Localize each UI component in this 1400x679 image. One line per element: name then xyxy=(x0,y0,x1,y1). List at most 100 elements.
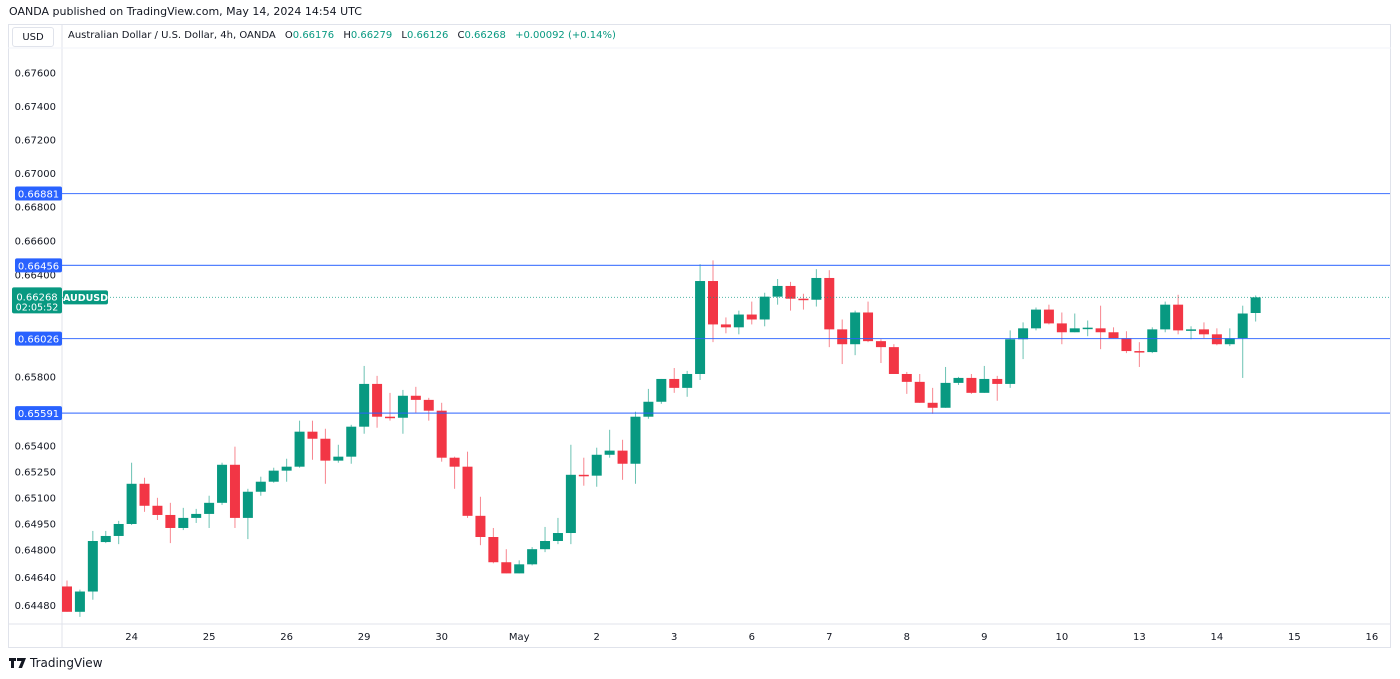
candle-bullish[interactable] xyxy=(850,310,861,356)
candle-bullish[interactable] xyxy=(591,447,602,487)
candle-bullish[interactable] xyxy=(191,508,202,523)
candle-bearish[interactable] xyxy=(1211,328,1222,346)
candle-bullish[interactable] xyxy=(1237,305,1248,378)
candle-bullish[interactable] xyxy=(1250,295,1261,322)
candle-bullish[interactable] xyxy=(682,370,693,397)
candle-bearish[interactable] xyxy=(307,420,318,460)
candle-bullish[interactable] xyxy=(540,526,551,553)
candle-bullish[interactable] xyxy=(242,488,253,540)
candle-bullish[interactable] xyxy=(953,376,964,385)
candle-bearish[interactable] xyxy=(992,375,1003,401)
publisher-caption: OANDA published on TradingView.com, May … xyxy=(9,5,362,18)
candle-bearish[interactable] xyxy=(462,451,473,518)
candle-bullish[interactable] xyxy=(604,429,615,458)
candle-bearish[interactable] xyxy=(901,371,912,394)
candle-body xyxy=(591,454,602,476)
candle-bullish[interactable] xyxy=(695,264,706,380)
candle-bullish[interactable] xyxy=(1031,307,1041,331)
candle-bearish[interactable] xyxy=(165,502,176,544)
candle-bearish[interactable] xyxy=(888,344,899,374)
candle-bearish[interactable] xyxy=(914,373,925,403)
candle-bullish[interactable] xyxy=(346,424,357,464)
candle-bearish[interactable] xyxy=(966,373,977,394)
candle-bearish[interactable] xyxy=(1198,322,1209,339)
candle-bearish[interactable] xyxy=(320,428,331,484)
candle-bearish[interactable] xyxy=(436,402,447,462)
candle-bearish[interactable] xyxy=(875,339,886,364)
candle-bullish[interactable] xyxy=(1082,320,1093,337)
candle-bearish[interactable] xyxy=(1173,294,1184,335)
candle-bearish[interactable] xyxy=(708,260,718,343)
candle-bearish[interactable] xyxy=(1056,312,1067,345)
candle-bearish[interactable] xyxy=(229,446,240,528)
candle-bullish[interactable] xyxy=(74,589,85,617)
candle-bullish[interactable] xyxy=(940,366,951,408)
candle-bearish[interactable] xyxy=(488,527,499,564)
candle-bullish[interactable] xyxy=(643,388,654,419)
candle-bearish[interactable] xyxy=(720,317,731,334)
candle-bearish[interactable] xyxy=(1121,331,1132,354)
candle-bullish[interactable] xyxy=(87,530,98,600)
candle-bullish[interactable] xyxy=(359,365,370,434)
candle-bearish[interactable] xyxy=(798,293,809,310)
candle-bullish[interactable] xyxy=(565,444,576,545)
candle-bearish[interactable] xyxy=(863,301,874,343)
candle-bullish[interactable] xyxy=(630,411,641,484)
candle-bullish[interactable] xyxy=(733,310,744,335)
candle-bullish[interactable] xyxy=(1186,326,1197,340)
candle-bearish[interactable] xyxy=(824,270,835,348)
candle-bullish[interactable] xyxy=(268,467,279,483)
candle-bullish[interactable] xyxy=(1147,327,1158,354)
candle-bullish[interactable] xyxy=(255,476,266,496)
candle-bearish[interactable] xyxy=(1043,304,1054,325)
candle-bearish[interactable] xyxy=(1134,342,1145,367)
candle-bullish[interactable] xyxy=(1005,330,1016,388)
candle-bullish[interactable] xyxy=(1160,301,1171,333)
candle-bullish[interactable] xyxy=(656,378,667,404)
candle-body xyxy=(281,466,292,471)
candle-bullish[interactable] xyxy=(979,365,990,393)
candle-bullish[interactable] xyxy=(178,507,189,531)
candle-bearish[interactable] xyxy=(152,497,163,520)
candle-bearish[interactable] xyxy=(669,367,680,393)
candle-bearish[interactable] xyxy=(423,397,434,421)
candle-bearish[interactable] xyxy=(1095,305,1106,350)
candle-bearish[interactable] xyxy=(385,392,395,421)
candle-bullish[interactable] xyxy=(397,389,408,434)
candle-bearish[interactable] xyxy=(578,457,589,486)
candle-bullish[interactable] xyxy=(1224,328,1235,347)
candle-bullish[interactable] xyxy=(552,517,563,545)
candle-bearish[interactable] xyxy=(501,549,512,574)
candle-bullish[interactable] xyxy=(281,458,292,482)
candle-bullish[interactable] xyxy=(333,444,344,463)
candle-bullish[interactable] xyxy=(100,530,111,544)
candle-bullish[interactable] xyxy=(126,462,137,526)
candle-bullish[interactable] xyxy=(294,420,305,468)
candle-bearish[interactable] xyxy=(746,301,757,325)
candle-bullish[interactable] xyxy=(217,462,228,505)
candle-bullish[interactable] xyxy=(811,269,822,307)
candle-body xyxy=(1018,328,1029,340)
candle-bullish[interactable] xyxy=(113,520,124,545)
candle-bearish[interactable] xyxy=(837,319,848,365)
candle-bullish[interactable] xyxy=(759,292,770,327)
candle-bearish[interactable] xyxy=(475,496,486,546)
tradingview-logo[interactable]: TradingView xyxy=(9,656,103,670)
candle-bearish[interactable] xyxy=(410,386,421,413)
candle-bullish[interactable] xyxy=(204,495,215,528)
candle-bearish[interactable] xyxy=(617,439,628,480)
candle-bearish[interactable] xyxy=(449,456,460,489)
candle-bullish[interactable] xyxy=(514,560,525,574)
candle-bearish[interactable] xyxy=(1108,327,1119,339)
currency-button[interactable]: USD xyxy=(12,27,54,47)
candle-bullish[interactable] xyxy=(1018,322,1029,360)
candle-bearish[interactable] xyxy=(927,387,938,414)
candle-bullish[interactable] xyxy=(527,547,538,566)
candle-bullish[interactable] xyxy=(1069,313,1080,333)
candle-bearish[interactable] xyxy=(62,580,72,612)
candle-bearish[interactable] xyxy=(785,281,796,311)
candle-bullish[interactable] xyxy=(772,278,783,305)
candle-bearish[interactable] xyxy=(139,477,150,512)
candle-bearish[interactable] xyxy=(372,375,383,428)
